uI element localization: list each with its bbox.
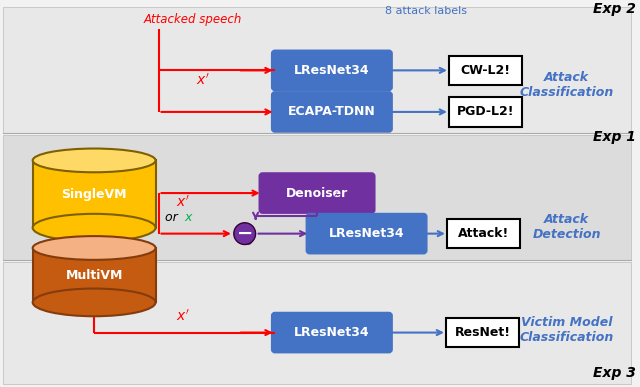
- Text: Victim Model
Classification: Victim Model Classification: [520, 316, 614, 344]
- Text: Attacked speech: Attacked speech: [144, 13, 243, 26]
- Text: Exp 2: Exp 2: [593, 2, 636, 16]
- Text: ResNet!: ResNet!: [454, 326, 511, 339]
- Text: Attack
Classification: Attack Classification: [520, 71, 614, 99]
- Text: 8 attack labels: 8 attack labels: [385, 6, 467, 16]
- Text: $\hat{\delta}$: $\hat{\delta}$: [244, 229, 253, 248]
- Text: Denoiser: Denoiser: [286, 187, 348, 200]
- Text: $\hat{x}$: $\hat{x}$: [330, 194, 340, 211]
- Ellipse shape: [33, 236, 156, 260]
- Text: $x'$: $x'$: [177, 308, 190, 324]
- FancyBboxPatch shape: [260, 173, 374, 213]
- Text: LResNet34: LResNet34: [329, 227, 404, 240]
- Text: x: x: [184, 211, 191, 224]
- Text: $x'$: $x'$: [177, 195, 190, 210]
- Text: ECAPA-TDNN: ECAPA-TDNN: [288, 105, 376, 118]
- Text: $x'$: $x'$: [196, 73, 210, 88]
- FancyBboxPatch shape: [272, 51, 392, 90]
- Ellipse shape: [33, 149, 156, 172]
- FancyBboxPatch shape: [272, 313, 392, 353]
- FancyBboxPatch shape: [449, 97, 522, 127]
- Text: Attack!: Attack!: [458, 227, 509, 240]
- Text: Exp 3: Exp 3: [593, 366, 636, 380]
- Text: or: or: [164, 211, 181, 224]
- Text: Exp 1: Exp 1: [593, 130, 636, 144]
- FancyBboxPatch shape: [447, 219, 520, 248]
- Text: Attack
Detection: Attack Detection: [532, 213, 601, 241]
- FancyBboxPatch shape: [3, 7, 631, 133]
- Text: LResNet34: LResNet34: [294, 64, 370, 77]
- FancyBboxPatch shape: [446, 318, 519, 348]
- Bar: [33, 160, 156, 228]
- Ellipse shape: [33, 214, 156, 241]
- FancyBboxPatch shape: [3, 135, 631, 260]
- FancyBboxPatch shape: [449, 55, 522, 85]
- Text: MultiVM: MultiVM: [65, 269, 123, 282]
- Text: CW-L2!: CW-L2!: [460, 64, 511, 77]
- Text: LResNet34: LResNet34: [294, 326, 370, 339]
- Text: PGD-L2!: PGD-L2!: [457, 105, 514, 118]
- Text: SingleVM: SingleVM: [61, 188, 127, 200]
- Text: −: −: [237, 224, 253, 243]
- Ellipse shape: [33, 289, 156, 316]
- FancyBboxPatch shape: [307, 214, 426, 253]
- Ellipse shape: [234, 223, 255, 245]
- Bar: [33, 248, 156, 302]
- FancyBboxPatch shape: [3, 262, 631, 384]
- FancyBboxPatch shape: [272, 92, 392, 132]
